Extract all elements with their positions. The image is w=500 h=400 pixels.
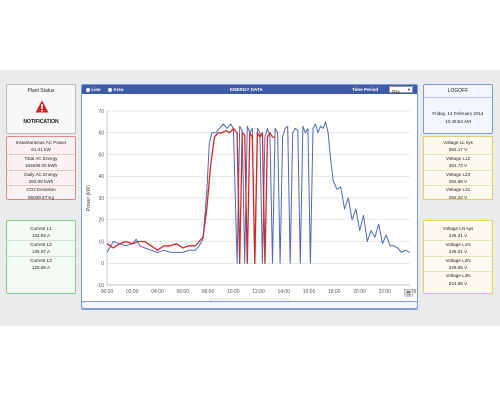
metric-label: Daily AC Energy xyxy=(7,169,75,178)
y-tick-label: 70 xyxy=(98,109,104,115)
metric-value: 55039.27 Kg xyxy=(27,194,55,200)
metric-value: 392.68 V xyxy=(448,179,468,185)
y-tick-label: 30 xyxy=(98,196,104,202)
metric-value: 163636.00 kWh xyxy=(24,163,58,169)
metric-label: Voltage L1N xyxy=(424,239,492,248)
current-time: 10:46:54 AM xyxy=(445,119,471,124)
series-line-yesterday xyxy=(106,121,411,264)
x-tick-label: 22:00 xyxy=(378,289,391,295)
metric-label: Current L2 xyxy=(7,239,75,248)
metric-label: Current L3 xyxy=(7,255,75,264)
metric-value: 125.66 A xyxy=(31,265,51,271)
y-tick-label: 20 xyxy=(98,218,104,224)
x-tick-label: 12:00 xyxy=(252,289,265,295)
x-tick-label: 20:00 xyxy=(353,289,366,295)
metric-value: 391.74 V xyxy=(448,163,468,169)
chart-header: Line Area ENERGY DATA Time Period Day ▼ xyxy=(82,85,417,94)
time-period-select[interactable]: Day ▼ xyxy=(389,86,413,94)
time-period-label: Time Period xyxy=(352,87,379,92)
metric-label: Voltage L12 xyxy=(424,153,492,162)
ac-power-panel: Instantaneous AC Power 61.01 kW Total AC E… xyxy=(6,136,76,200)
metric-label: Voltage L23 xyxy=(424,169,492,178)
chevron-down-icon: ▼ xyxy=(407,87,411,92)
metric-label: Voltage LL sys xyxy=(443,140,473,145)
metric-label: Total AC Energy xyxy=(7,153,75,162)
metric-label: Voltage L3N xyxy=(424,271,492,279)
plant-status-title: Plant Status xyxy=(27,88,55,94)
metric-value: 226.01 V xyxy=(448,249,468,255)
current-date: Friday, 14 February 2014 xyxy=(432,111,484,116)
metric-value: 293.08 kWh xyxy=(28,179,54,185)
x-tick-label: 02:00 xyxy=(126,289,139,295)
y-tick-label: 60 xyxy=(98,131,104,137)
print-icon[interactable] xyxy=(404,289,413,297)
notification-label[interactable]: NOTIFICATION xyxy=(23,119,59,125)
metric-value: 392.17 V xyxy=(448,147,468,153)
mode-line-label: Line xyxy=(91,87,101,92)
warning-icon xyxy=(35,100,49,113)
y-tick-label: 0 xyxy=(101,261,104,267)
y-axis-label: Power (kW) xyxy=(86,185,92,211)
voltage-ll-panel: Voltage LL sys 392.17 V Voltage L12 391.74 … xyxy=(423,136,493,200)
dashboard-screen: Plant Status NOTIFICATION Instantaneous … xyxy=(0,70,500,326)
chart-title: ENERGY DATA xyxy=(230,87,263,92)
logoff-panel: LOGOFF Friday, 14 February 2014 10:46:54… xyxy=(423,84,493,134)
logoff-button[interactable]: LOGOFF xyxy=(424,85,492,98)
y-tick-label: 40 xyxy=(98,174,104,180)
mode-line-option[interactable]: Line xyxy=(86,87,101,92)
x-tick-label: 18:00 xyxy=(328,289,341,295)
metric-label: Current L1 xyxy=(30,226,52,231)
mode-area-option[interactable]: Area xyxy=(108,87,124,92)
metric-value: 132.92 A xyxy=(31,233,51,239)
metric-value: 228.06 V xyxy=(448,265,468,271)
metric-label: Voltage L31 xyxy=(424,185,492,193)
metric-value: 392.22 V xyxy=(448,194,468,200)
metric-label: Instantaneous AC Power xyxy=(15,140,67,145)
y-tick-label: 10 xyxy=(98,239,104,245)
x-tick-label: 16:00 xyxy=(303,289,316,295)
energy-chart-panel: Line Area ENERGY DATA Time Period Day ▼ … xyxy=(81,84,418,310)
metric-label: CO2 Emission xyxy=(7,185,75,193)
y-tick-label: 50 xyxy=(98,152,104,158)
chart-scrollbar[interactable] xyxy=(81,301,418,309)
time-period-value: Day xyxy=(392,89,400,94)
series-line-today xyxy=(106,127,276,264)
x-tick-label: 04:00 xyxy=(151,289,164,295)
x-tick-label: 10:00 xyxy=(227,289,240,295)
plant-status-panel: Plant Status NOTIFICATION xyxy=(6,84,76,134)
metric-value: 61.01 kW xyxy=(31,147,51,153)
metric-value: 136.07 A xyxy=(31,249,51,255)
x-tick-label: 06:00 xyxy=(176,289,189,295)
metric-value: 224.96 V xyxy=(448,280,468,286)
radio-filled-icon xyxy=(108,87,112,92)
x-tick-label: 14:00 xyxy=(277,289,290,295)
metric-label: Voltage LN sys xyxy=(442,226,474,231)
radio-selected-icon xyxy=(86,87,90,92)
voltage-ln-panel: Voltage LN sys 226.31 V Voltage L1N 226.01 … xyxy=(423,220,493,294)
metric-value: 226.31 V xyxy=(448,233,468,239)
x-tick-label: 00:00 xyxy=(101,289,114,295)
metric-label: Voltage L2N xyxy=(424,255,492,264)
x-tick-label: 08:00 xyxy=(202,289,215,295)
y-tick-label: -10 xyxy=(97,283,104,289)
mode-area-label: Area xyxy=(113,87,124,92)
currents-panel: Current L1 132.92 A Current L2 136.07 A Curr… xyxy=(6,220,76,294)
